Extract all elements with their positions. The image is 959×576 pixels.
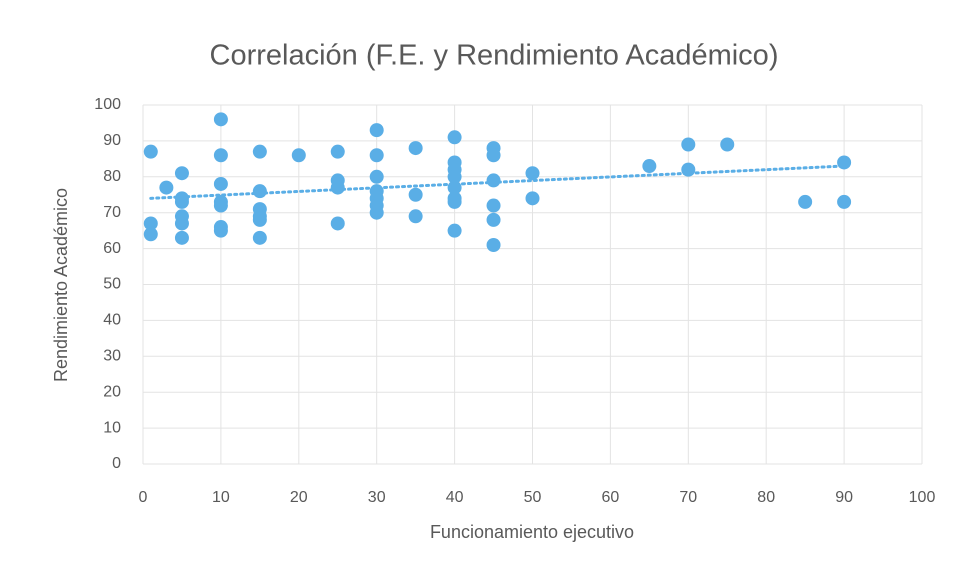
y-tick-label: 0 bbox=[112, 455, 121, 472]
x-tick-label: 30 bbox=[368, 489, 386, 506]
x-tick-label: 80 bbox=[757, 489, 775, 506]
point bbox=[213, 176, 228, 191]
x-tick-label: 50 bbox=[524, 489, 542, 506]
chart-title: Correlación (F.E. y Rendimiento Académic… bbox=[210, 40, 779, 72]
point bbox=[213, 148, 228, 163]
y-tick-label: 70 bbox=[103, 204, 121, 221]
x-tick-label: 70 bbox=[679, 489, 697, 506]
y-tick-label: 30 bbox=[103, 348, 121, 365]
point bbox=[252, 212, 267, 227]
point bbox=[486, 148, 501, 163]
point bbox=[408, 209, 423, 224]
point bbox=[143, 144, 158, 159]
point bbox=[174, 194, 189, 209]
x-axis-label: Funcionamiento ejecutivo bbox=[430, 522, 634, 542]
point bbox=[252, 184, 267, 199]
x-tick-label: 60 bbox=[602, 489, 620, 506]
y-tick-label: 10 bbox=[103, 419, 121, 436]
point bbox=[486, 173, 501, 188]
point bbox=[330, 144, 345, 159]
point bbox=[525, 191, 540, 206]
point bbox=[408, 187, 423, 202]
point bbox=[213, 112, 228, 127]
point bbox=[291, 148, 306, 163]
point bbox=[525, 166, 540, 181]
point bbox=[369, 148, 384, 163]
point bbox=[447, 223, 462, 238]
point bbox=[720, 137, 735, 152]
point bbox=[447, 194, 462, 209]
y-tick-label: 90 bbox=[103, 132, 121, 149]
point bbox=[486, 238, 501, 253]
x-tick-label: 0 bbox=[139, 489, 148, 506]
point bbox=[798, 194, 813, 209]
point bbox=[369, 123, 384, 138]
point bbox=[486, 212, 501, 227]
point bbox=[447, 130, 462, 145]
point bbox=[174, 216, 189, 231]
y-tick-label: 50 bbox=[103, 276, 121, 293]
point bbox=[642, 159, 657, 174]
point bbox=[174, 166, 189, 181]
point bbox=[837, 155, 852, 170]
point bbox=[330, 180, 345, 195]
point bbox=[369, 205, 384, 220]
point bbox=[213, 223, 228, 238]
point bbox=[174, 230, 189, 245]
point bbox=[408, 141, 423, 156]
x-tick-label: 90 bbox=[835, 489, 853, 506]
point bbox=[213, 198, 228, 213]
point bbox=[681, 162, 696, 177]
y-tick-label: 80 bbox=[103, 168, 121, 185]
point bbox=[143, 216, 158, 231]
point bbox=[252, 230, 267, 245]
point bbox=[447, 180, 462, 195]
x-tick-label: 20 bbox=[290, 489, 308, 506]
point bbox=[369, 169, 384, 184]
x-tick-label: 100 bbox=[909, 489, 936, 506]
y-axis-label: Rendimiento Académico bbox=[51, 188, 71, 382]
point bbox=[159, 180, 174, 195]
x-tick-label: 10 bbox=[212, 489, 230, 506]
y-tick-label: 60 bbox=[103, 240, 121, 257]
point bbox=[837, 194, 852, 209]
point bbox=[143, 227, 158, 242]
y-tick-label: 40 bbox=[103, 312, 121, 329]
point bbox=[486, 198, 501, 213]
y-tick-label: 100 bbox=[94, 96, 121, 113]
point bbox=[330, 216, 345, 231]
point bbox=[447, 169, 462, 184]
y-tick-label: 20 bbox=[103, 383, 121, 400]
point bbox=[681, 137, 696, 152]
x-tick-label: 40 bbox=[446, 489, 464, 506]
point bbox=[252, 144, 267, 159]
